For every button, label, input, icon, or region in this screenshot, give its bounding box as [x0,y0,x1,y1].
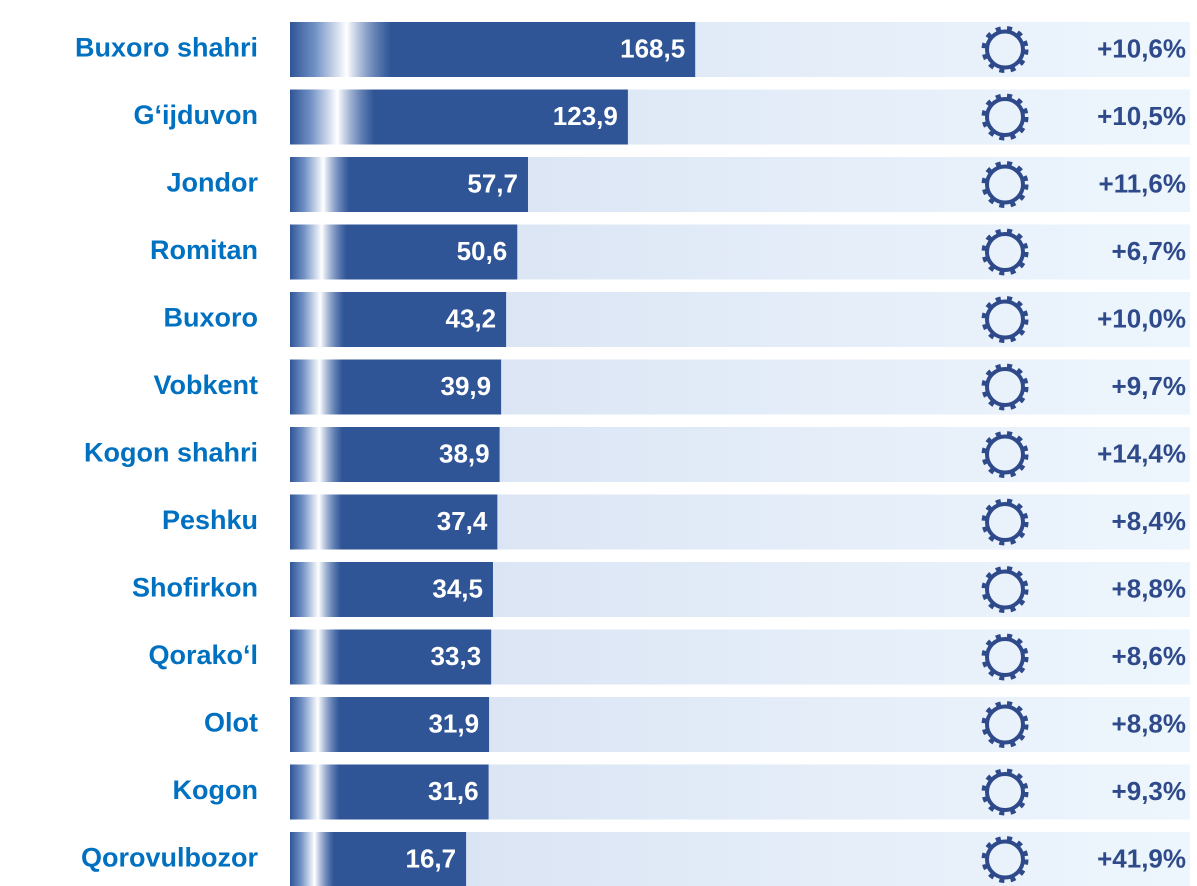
gear-icon [985,839,1025,880]
bar-shine [290,89,628,145]
category-label: Shofirkon [132,573,258,603]
value-label: 39,9 [441,371,492,401]
gear-icon [985,637,1025,677]
bar-shine [290,629,492,685]
category-label: Qorako‘l [148,640,258,670]
value-label: 31,6 [428,776,479,806]
value-label: 168,5 [620,33,685,63]
bar-shine [290,157,528,212]
gear-teeth [981,228,1029,276]
gear-teeth [981,768,1029,816]
category-label: Peshku [162,505,258,535]
gear-teeth [981,566,1029,613]
bar-shine [290,427,500,482]
category-label: Buxoro [164,303,259,333]
bar-shine [290,562,493,617]
category-label: Romitan [150,235,258,265]
growth-label: +10,6% [1097,33,1186,63]
growth-label: +10,0% [1097,303,1186,333]
category-label: Buxoro shahri [75,33,258,63]
gear-teeth [981,161,1029,208]
gear-teeth [981,93,1029,141]
gear-teeth [981,836,1029,883]
gear-icon [985,434,1025,475]
category-label: Kogon shahri [84,438,258,468]
category-label: Olot [204,708,258,738]
bar-shine [290,292,507,347]
bar-shine [290,224,518,280]
growth-label: +8,6% [1112,641,1186,671]
category-label: G‘ijduvon [134,100,259,130]
gear-icon [985,29,1025,70]
value-label: 50,6 [457,236,508,266]
gear-teeth [981,296,1029,343]
bar-shine [290,494,498,550]
value-label: 16,7 [406,843,457,873]
growth-label: +9,7% [1112,371,1186,401]
growth-label: +14,4% [1097,438,1186,468]
category-label: Jondor [167,168,259,198]
gear-teeth [981,498,1029,546]
growth-label: +11,6% [1099,168,1186,198]
gear-icon [985,772,1025,812]
category-label: Kogon [173,775,258,805]
bar-shine [290,359,502,415]
gear-icon [985,569,1025,610]
growth-label: +6,7% [1112,236,1186,266]
bar-shine [290,22,696,77]
growth-label: +10,5% [1097,101,1186,131]
gear-icon [985,367,1025,407]
value-label: 38,9 [439,438,490,468]
bar-shine [290,832,467,886]
gear-icon [985,502,1025,542]
value-label: 33,3 [431,641,482,671]
gear-teeth [981,633,1029,681]
growth-label: +8,4% [1112,506,1186,536]
growth-label: +8,8% [1112,573,1186,603]
value-label: 37,4 [437,506,488,536]
value-label: 57,7 [467,168,518,198]
growth-label: +8,8% [1112,708,1186,738]
category-label: Qorovulbozor [81,843,258,873]
value-label: 31,9 [428,708,479,738]
gear-icon [985,97,1025,137]
gear-icon [985,299,1025,340]
growth-label: +41,9% [1097,843,1186,873]
growth-label: +9,3% [1112,776,1186,806]
gear-icon [985,164,1025,205]
gear-teeth [981,431,1029,478]
gear-icon [985,704,1025,745]
value-label: 123,9 [553,101,618,131]
bar-shine [290,764,489,820]
bar-shine [290,697,490,752]
gear-teeth [981,701,1029,748]
gear-teeth [981,26,1029,73]
gear-teeth [981,363,1029,411]
category-label: Vobkent [153,370,258,400]
value-label: 34,5 [432,573,483,603]
gear-icon [985,232,1025,272]
value-label: 43,2 [445,303,496,333]
